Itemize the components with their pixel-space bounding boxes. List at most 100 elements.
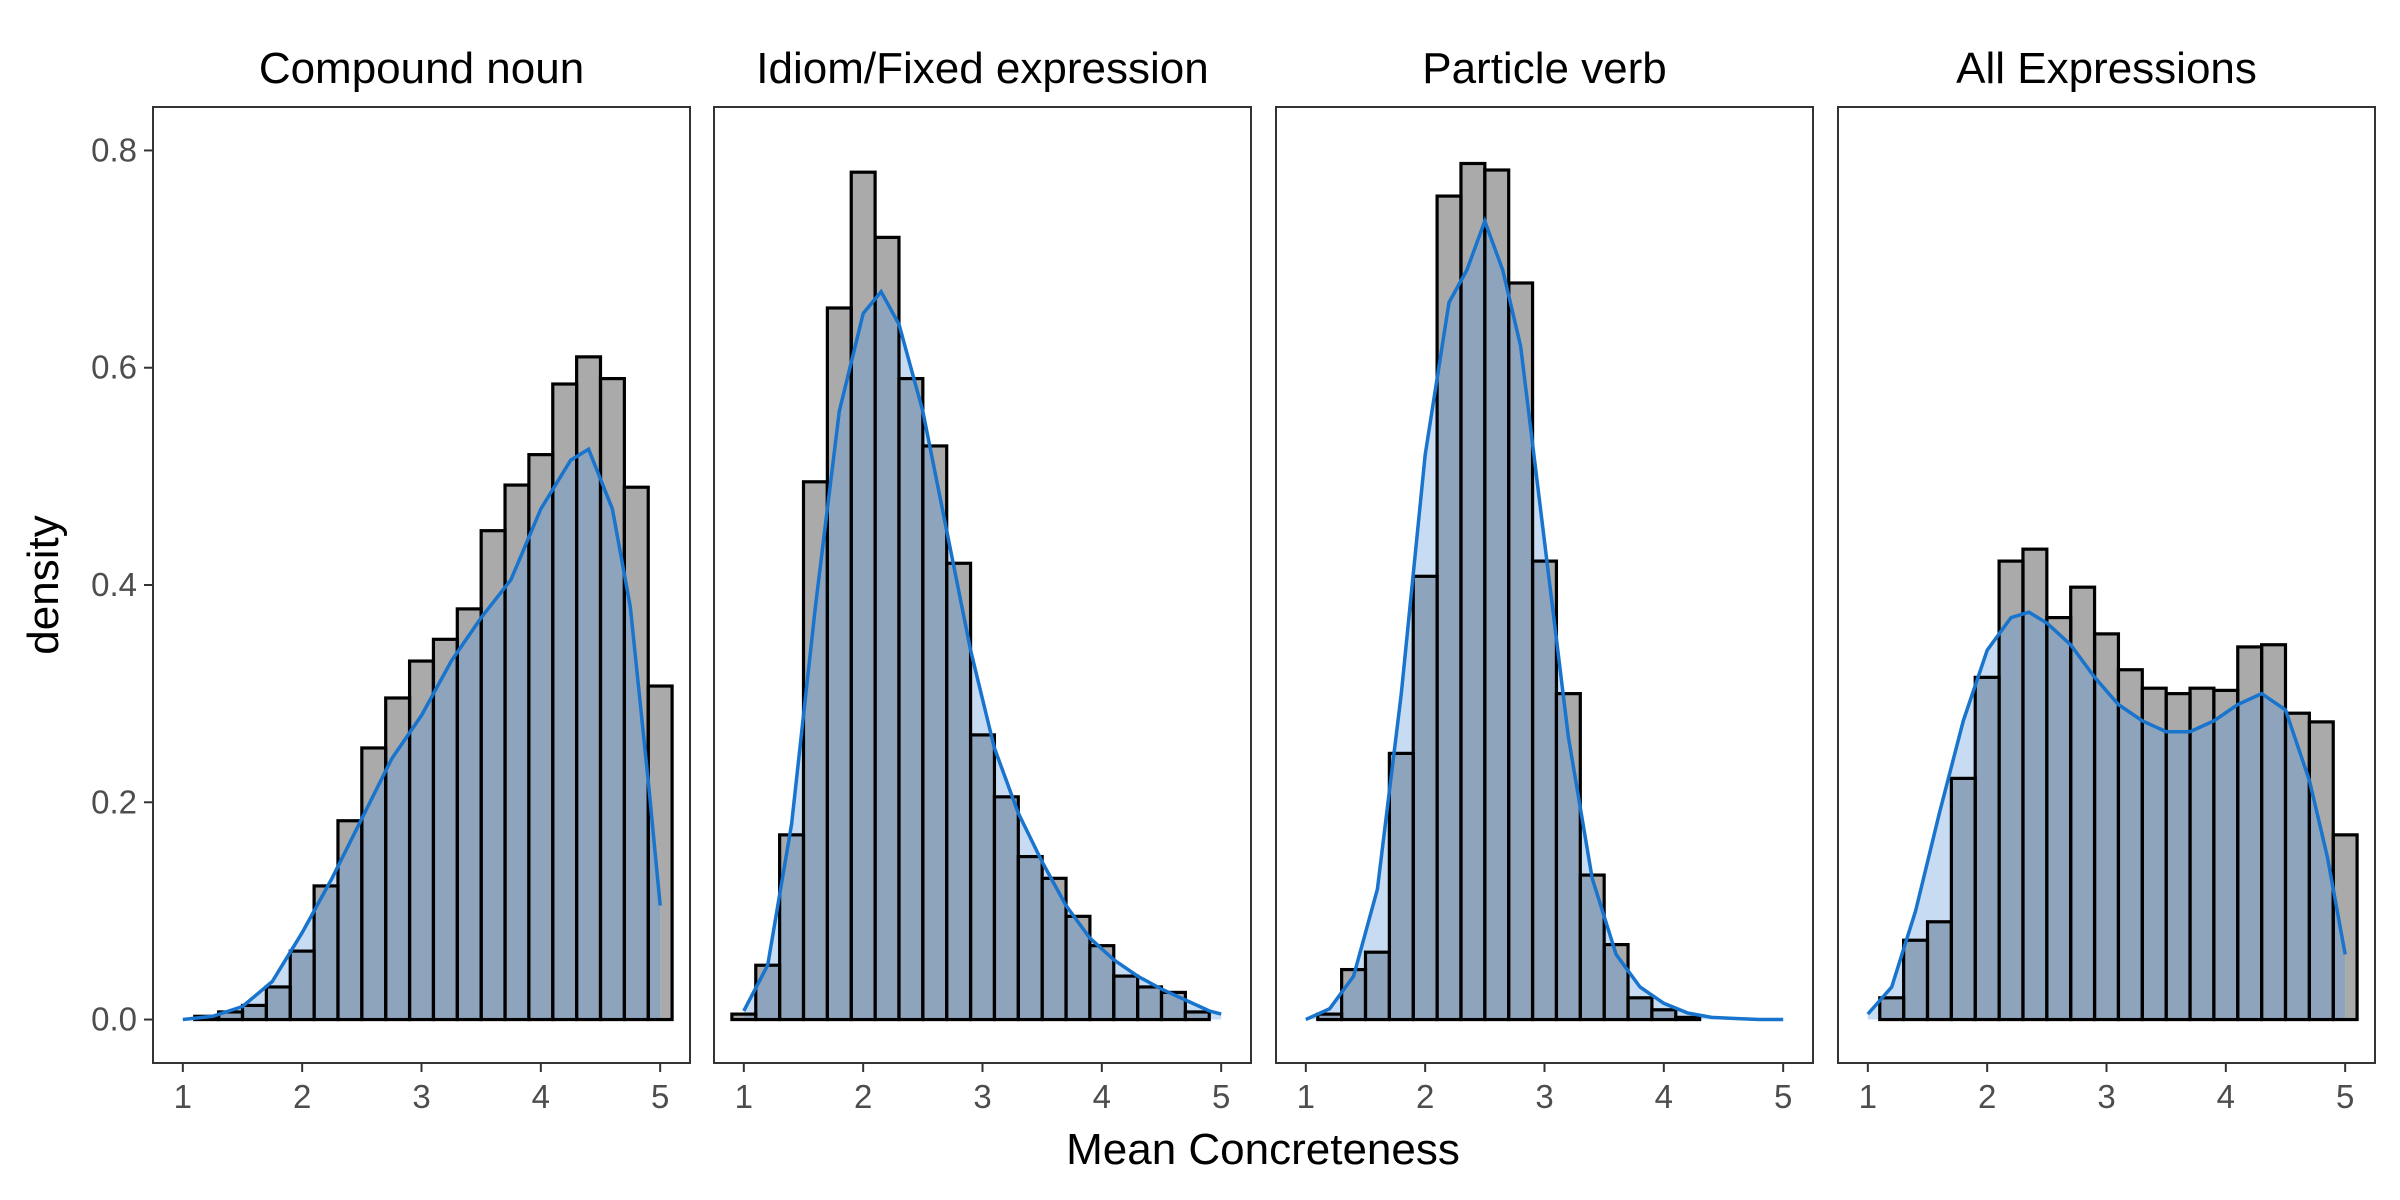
overlap-bar (1532, 561, 1557, 1020)
overlap-bar (385, 697, 410, 1020)
overlap-bar (242, 1005, 267, 1020)
overlap-bar (1628, 997, 1652, 1020)
overlap-bar (433, 639, 458, 1020)
x-tick-label: 5 (2336, 1078, 2354, 1115)
overlap-bar (2190, 688, 2214, 1020)
overlap-bar (1089, 945, 1114, 1020)
overlap-bar (1580, 875, 1605, 1020)
x-tick-label: 1 (174, 1078, 192, 1115)
facet-title: Particle verb (1422, 44, 1667, 93)
x-tick-label: 4 (532, 1078, 550, 1115)
facet-title: All Expressions (1956, 44, 2257, 93)
overlap-bar (1651, 1009, 1676, 1020)
overlap-bar (1413, 576, 1438, 1020)
overlap-bar (576, 449, 601, 1020)
overlap-bar (1437, 221, 1461, 1020)
overlap-bar (290, 951, 315, 1020)
overlap-bar (1460, 221, 1485, 1020)
overlap-bar (743, 1014, 756, 1020)
x-tick-label: 1 (735, 1078, 753, 1115)
facet-panel: All Expressions 1 2 3 4 5 (1837, 44, 2376, 1115)
overlap-bar (1999, 612, 2023, 1020)
overlap-bar (1975, 677, 2000, 1020)
histogram-bar-outline (1602, 942, 1630, 1022)
facet-panel: Idiom/Fixed expression 1 2 3 4 5 (713, 44, 1252, 1115)
x-tick-label: 3 (973, 1078, 991, 1115)
overlap-bar (1018, 856, 1043, 1020)
y-axis-label: density (19, 515, 68, 654)
overlap-bar (337, 820, 362, 1020)
x-tick-label: 2 (1978, 1078, 1996, 1115)
density-line (1305, 216, 1784, 1022)
overlap-bar (994, 796, 1019, 1020)
density-line (182, 446, 662, 1022)
overlap-bar (2046, 617, 2071, 1020)
y-tick-label: 0.8 (91, 131, 137, 168)
density-line (1866, 610, 2347, 1016)
facet-panel: Particle verb 1 2 3 4 5 (1275, 44, 1814, 1115)
overlap-bar (898, 378, 923, 1020)
overlap-bar (1365, 952, 1390, 1020)
facet-panel: Compound noun 1 2 3 4 5 (152, 44, 691, 1115)
overlap-bar (1951, 778, 1976, 1020)
overlap-bar (528, 454, 553, 1020)
x-tick-label: 3 (1535, 1078, 1553, 1115)
overlap-bar (827, 307, 852, 1020)
x-tick-label: 4 (1093, 1078, 1111, 1115)
overlap-bar (1042, 878, 1067, 1020)
overlap-bar (2070, 612, 2095, 1020)
overlap-bar (922, 445, 947, 1020)
x-tick-label: 2 (293, 1078, 311, 1115)
overlap-bar (409, 661, 434, 1020)
overlap-bar (2094, 633, 2119, 1020)
overlap-bar (2118, 669, 2143, 1020)
histogram-bar-outline (646, 684, 674, 1022)
overlap-bar (1113, 976, 1138, 1020)
x-tick-label: 5 (651, 1078, 669, 1115)
overlap-bar (1066, 916, 1090, 1020)
x-tick-label: 3 (412, 1078, 430, 1115)
histogram-bar-outline (1159, 990, 1187, 1022)
y-tick-label: 0.6 (91, 349, 137, 386)
overlap-bar (2022, 612, 2047, 1020)
overlap-bar (314, 885, 338, 1020)
x-tick-label: 1 (1859, 1078, 1877, 1115)
x-tick-label: 5 (1212, 1078, 1230, 1115)
overlap-bar (2213, 690, 2238, 1020)
overlap-bar (600, 449, 625, 1020)
x-tick-label: 3 (2097, 1078, 2115, 1115)
overlap-bar (2237, 646, 2262, 1020)
overlap-bar (505, 485, 529, 1020)
x-tick-label: 2 (854, 1078, 872, 1115)
overlap-bar (1137, 986, 1162, 1020)
overlap-bar (2166, 693, 2191, 1020)
overlap-bar (875, 291, 899, 1020)
histogram-bar-outline (1554, 692, 1582, 1022)
density-line (742, 288, 1222, 1016)
x-axis-label: Mean Concreteness (1066, 1125, 1460, 1174)
y-tick-label: 0.2 (91, 783, 137, 820)
y-tick-label: 0.0 (91, 1001, 137, 1038)
overlap-bar (457, 608, 482, 1020)
histogram-bar-outline (1674, 1015, 1702, 1022)
overlap-bar (946, 563, 971, 1020)
overlap-bar (1903, 940, 1928, 1020)
x-tick-label: 4 (2217, 1078, 2235, 1115)
x-tick-label: 1 (1297, 1078, 1315, 1115)
facet-title: Compound noun (259, 44, 584, 93)
histogram-bar-outline (1183, 1010, 1211, 1022)
histogram-bar-outline (2331, 833, 2359, 1022)
x-tick-label: 5 (1774, 1078, 1792, 1115)
x-tick-label: 4 (1655, 1078, 1673, 1115)
overlap-bar (2142, 688, 2167, 1020)
overlap-bar (481, 530, 506, 1020)
overlap-bar (552, 449, 577, 1020)
overlap-bar (970, 734, 995, 1020)
overlap-bar (361, 747, 386, 1020)
histogram-bar-outline (1650, 1008, 1678, 1022)
overlap-bar (1185, 1011, 1210, 1020)
overlap-bar (1484, 221, 1509, 1020)
overlap-bar (2261, 644, 2286, 1020)
facet-title: Idiom/Fixed expression (756, 44, 1208, 93)
